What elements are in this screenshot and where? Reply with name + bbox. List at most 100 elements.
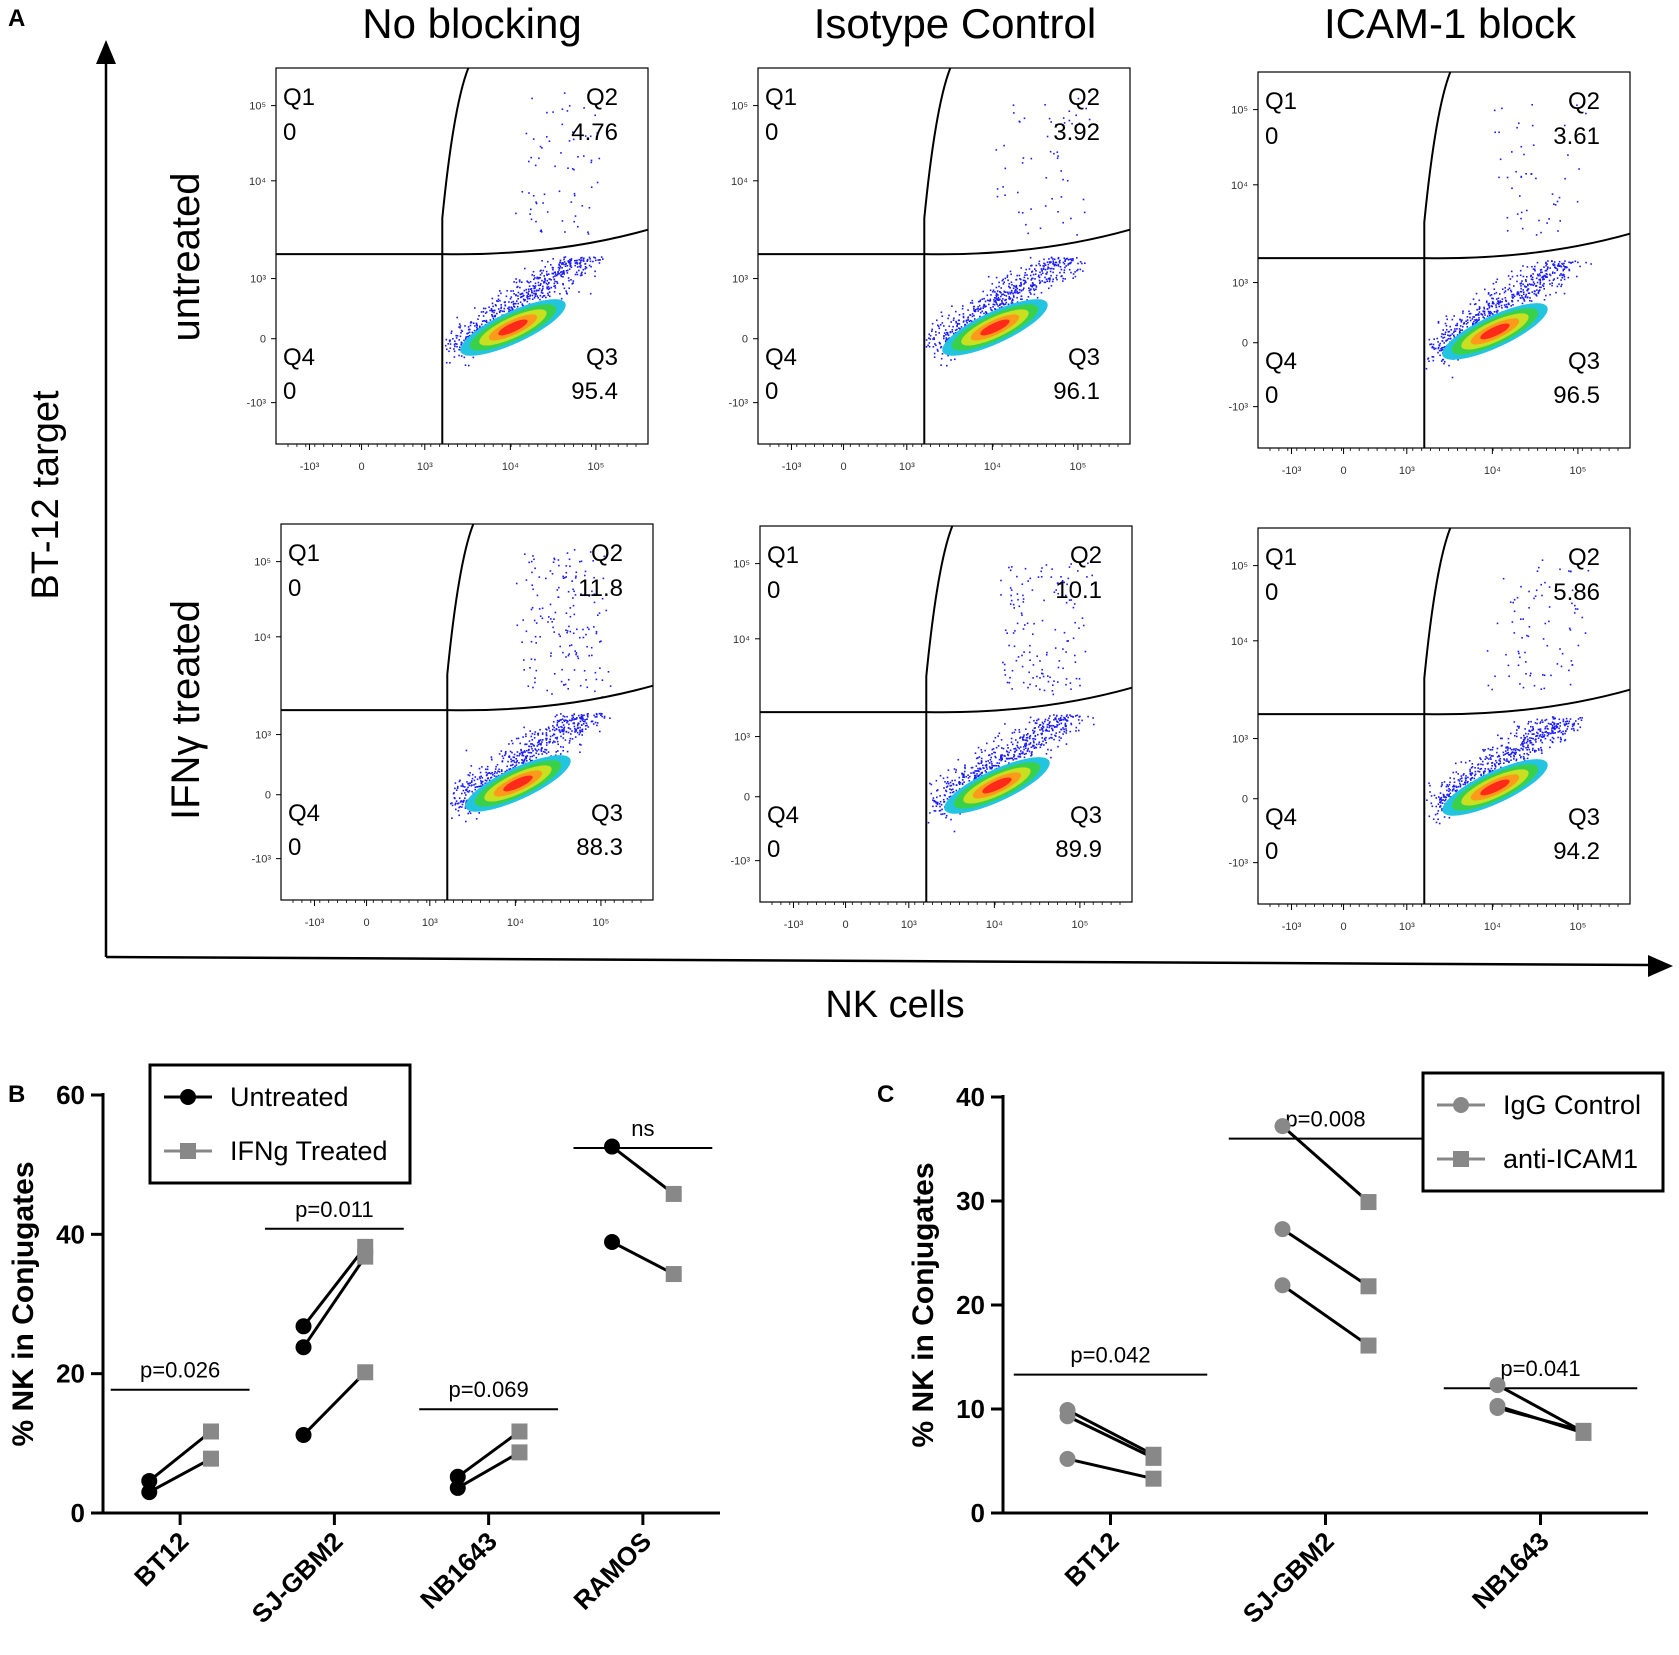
- facs-event-dot: [1492, 746, 1494, 749]
- p-value-annotation: p=0.026: [140, 1358, 220, 1383]
- facs-event-dot: [1473, 303, 1476, 306]
- facs-event-dot: [1026, 299, 1028, 301]
- facs-event-dot: [1475, 292, 1478, 295]
- facs-event-dot: [1008, 644, 1010, 647]
- q1-label: Q1: [283, 84, 315, 111]
- facs-event-dot: [582, 628, 584, 631]
- facs-event-dot: [1458, 780, 1461, 782]
- facs-event-dot: [574, 650, 576, 652]
- facs-event-dot: [569, 615, 572, 618]
- facs-event-dot: [534, 731, 537, 733]
- facs-event-dot: [1576, 729, 1579, 732]
- facs-event-dot: [453, 348, 455, 350]
- facs-event-dot: [1466, 319, 1469, 321]
- facs-event-dot: [997, 294, 999, 296]
- facs-event-dot: [1562, 265, 1565, 267]
- facs-event-dot: [1499, 293, 1501, 295]
- facs-event-dot: [939, 809, 942, 812]
- facs-event-dot: [562, 746, 564, 748]
- facs-event-dot: [1566, 728, 1568, 730]
- facs-horizontal-gate: [1258, 232, 1631, 260]
- facs-event-dot: [534, 677, 536, 679]
- facs-event-dot: [1432, 343, 1435, 346]
- facs-event-dot: [1048, 258, 1050, 260]
- facs-event-dot: [532, 285, 534, 287]
- facs-event-dot: [456, 335, 459, 337]
- facs-event-dot: [556, 719, 559, 722]
- facs-event-dot: [1066, 640, 1068, 642]
- facs-event-dot: [945, 334, 947, 336]
- facs-event-dot: [540, 747, 543, 750]
- facs-event-dot: [508, 306, 510, 308]
- facs-event-dot: [943, 801, 945, 803]
- y-axis-label: % NK in Conjugates: [7, 1161, 40, 1446]
- facs-event-dot: [1070, 688, 1072, 690]
- facs-event-dot: [1499, 757, 1502, 760]
- facs-event-dot: [522, 736, 524, 738]
- facs-event-dot: [1457, 779, 1460, 781]
- facs-event-dot: [577, 727, 579, 729]
- legend-marker-1: [1453, 1097, 1469, 1113]
- facs-event-dot: [1049, 150, 1052, 153]
- facs-event-dot: [943, 332, 946, 334]
- facs-event-dot: [467, 783, 469, 785]
- facs-event-dot: [497, 770, 499, 773]
- facs-event-dot: [1004, 299, 1006, 302]
- facs-event-dot: [529, 755, 532, 758]
- facs-event-dot: [1074, 275, 1077, 278]
- facs-event-dot: [1035, 288, 1037, 291]
- facs-event-dot: [522, 619, 524, 621]
- facs-event-dot: [931, 328, 933, 331]
- facs-event-dot: [574, 736, 577, 738]
- facs-event-dot: [549, 730, 551, 732]
- facs-event-dot: [985, 771, 987, 773]
- facs-event-dot: [1567, 154, 1569, 156]
- facs-event-dot: [1446, 789, 1448, 792]
- facs-event-dot: [1579, 717, 1581, 719]
- facs-event-dot: [1015, 286, 1017, 289]
- facs-event-dot: [586, 713, 589, 715]
- facs-event-dot: [1032, 745, 1034, 748]
- facs-event-dot: [1482, 774, 1485, 776]
- facs-event-dot: [1516, 280, 1518, 283]
- x-tick-label: 10³: [417, 461, 433, 473]
- facs-event-dot: [456, 316, 458, 319]
- facs-event-dot: [966, 322, 968, 324]
- facs-event-dot: [1535, 177, 1537, 180]
- facs-event-dot: [1519, 754, 1521, 756]
- facs-event-dot: [1010, 281, 1013, 283]
- facs-event-dot: [1023, 287, 1025, 289]
- facs-event-dot: [1488, 754, 1491, 756]
- facs-event-dot: [494, 315, 496, 318]
- facs-event-dot: [1004, 723, 1006, 725]
- x-tick-label: 10³: [901, 919, 917, 931]
- facs-event-dot: [1505, 760, 1508, 762]
- facs-event-dot: [465, 337, 467, 340]
- facs-event-dot: [1488, 769, 1491, 772]
- facs-event-dot: [531, 732, 534, 735]
- facs-event-dot: [986, 768, 988, 770]
- facs-event-dot: [1550, 723, 1552, 725]
- facs-event-dot: [525, 132, 528, 135]
- facs-event-dot: [533, 292, 535, 295]
- facs-event-dot: [600, 714, 602, 716]
- facs-event-dot: [583, 257, 585, 260]
- facs-event-dot: [570, 733, 572, 735]
- facs-event-dot: [1490, 305, 1493, 307]
- facs-event-dot: [564, 739, 567, 741]
- facs-event-dot: [501, 755, 504, 757]
- facs-event-dot: [556, 723, 558, 726]
- facs-event-dot: [1498, 176, 1500, 179]
- facs-event-dot: [982, 764, 984, 767]
- facs-event-dot: [1012, 292, 1014, 295]
- facs-event-dot: [1505, 752, 1508, 755]
- facs-event-dot: [1536, 735, 1539, 737]
- facs-event-dot: [1437, 320, 1440, 323]
- facs-event-dot: [1001, 301, 1003, 303]
- facs-event-dot: [1057, 263, 1060, 266]
- facs-event-dot: [1483, 772, 1485, 774]
- facs-event-dot: [1473, 323, 1476, 325]
- facs-event-dot: [1501, 307, 1503, 309]
- facs-event-dot: [589, 551, 592, 553]
- facs-event-dot: [1548, 606, 1551, 608]
